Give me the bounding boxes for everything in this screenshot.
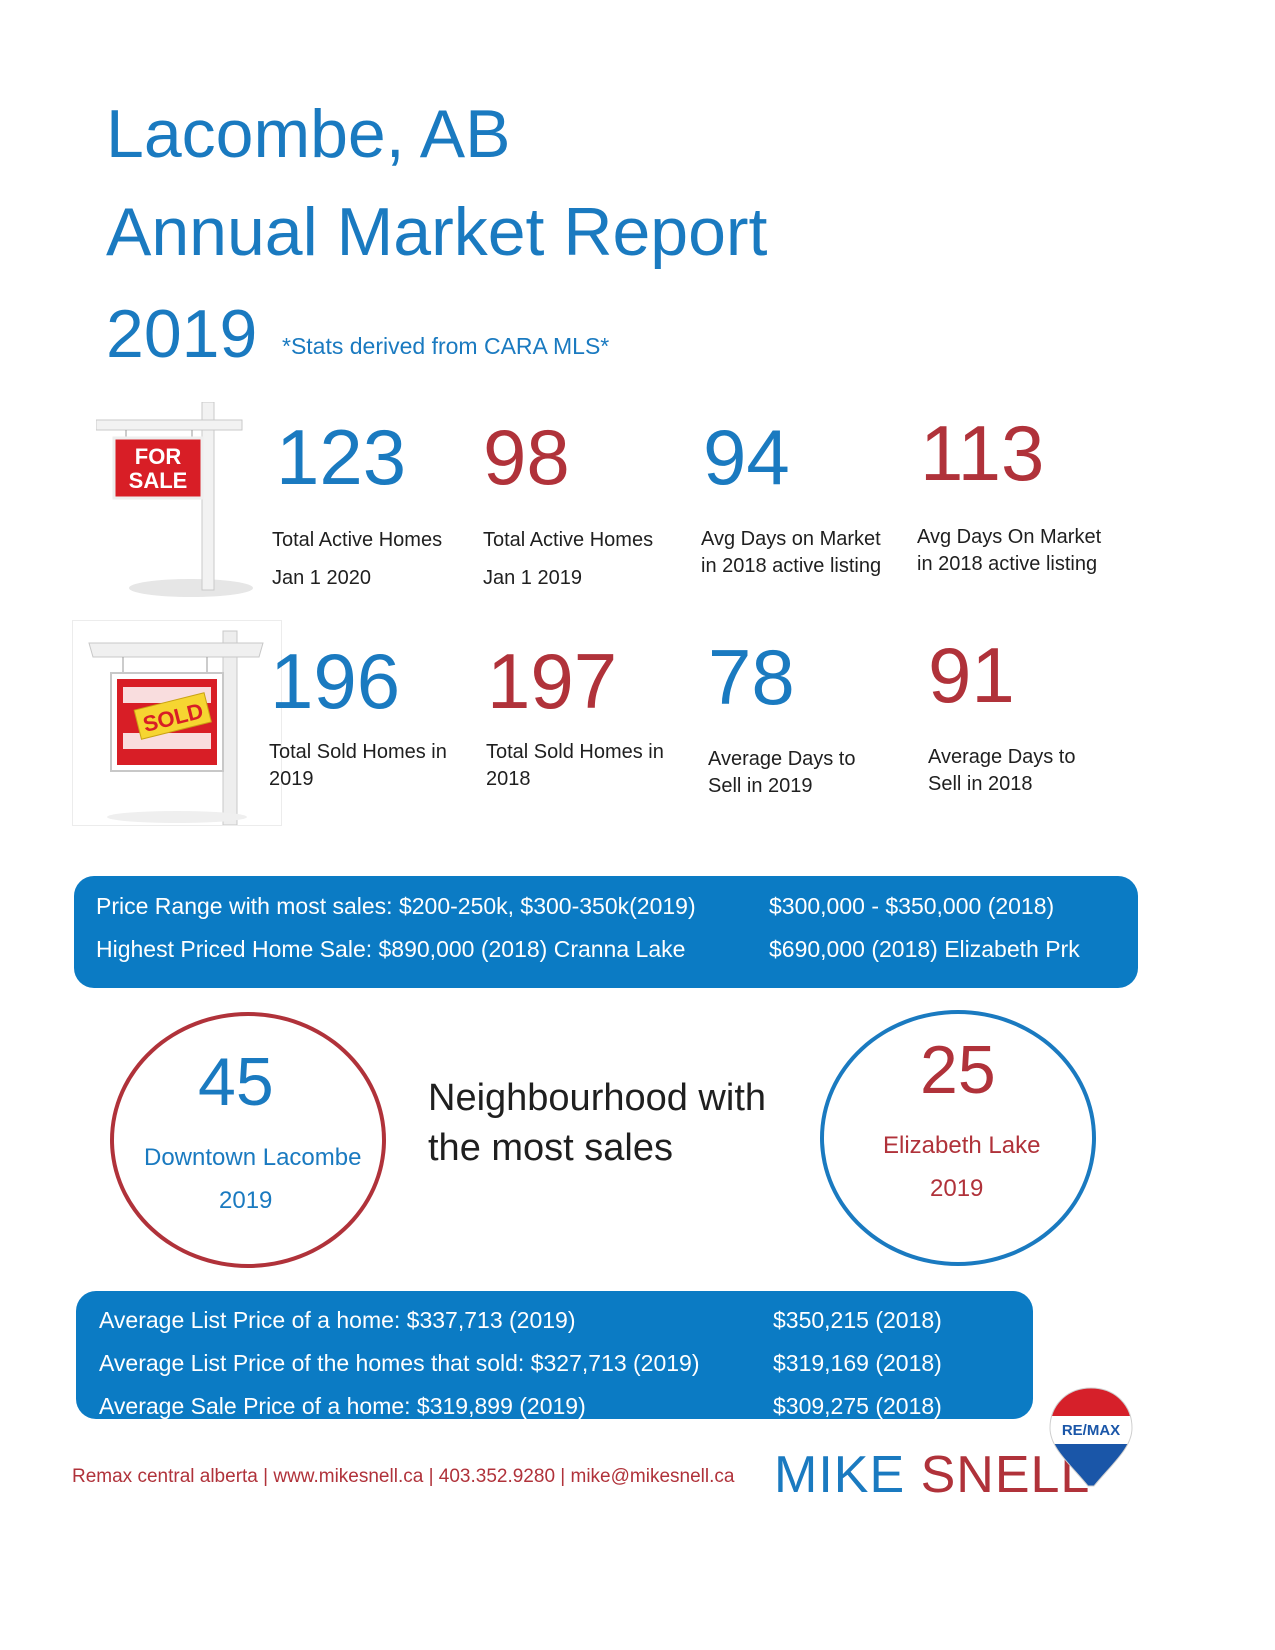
remax-logo-text: RE/MAX [1062, 1422, 1120, 1439]
price-range-2019: Price Range with most sales: $200-250k, … [96, 893, 696, 919]
stat-label-line: Average Days to [928, 746, 1076, 768]
stat-avg-dom-red-label: Avg Days On Market in 2018 active listin… [917, 524, 1127, 578]
stat-sold-2018-label: Total Sold Homes in 2018 [486, 739, 696, 793]
avg-sold-list-price-2018: $319,169 (2018) [773, 1350, 942, 1376]
stats-source-note: *Stats derived from CARA MLS* [282, 333, 610, 359]
neighbourhood-heading-line: the most sales [428, 1127, 673, 1169]
stat-days-sell-2019-label: Average Days to Sell in 2019 [708, 746, 918, 800]
sold-sign-image: SOLD [72, 620, 282, 826]
avg-sale-price-2018: $309,275 (2018) [773, 1393, 942, 1419]
stat-days-sell-2019-value: 78 [708, 633, 795, 721]
price-range-2018: $300,000 - $350,000 (2018) [769, 893, 1055, 919]
highest-sale-2019: Highest Priced Home Sale: $890,000 (2018… [96, 936, 686, 962]
stat-label-line: Total Sold Homes in [269, 741, 447, 763]
page-title-year: 2019 [106, 296, 258, 372]
for-sale-sign-bottom-text: SALE [129, 468, 188, 493]
stat-label-line: Total Sold Homes in [486, 741, 664, 763]
neighbourhood-heading-line: Neighbourhood with [428, 1077, 767, 1119]
stat-active-2020-label: Total Active Homes Jan 1 2020 [272, 527, 482, 592]
stat-label-line: Sell in 2018 [928, 773, 1033, 795]
for-sale-sign-image: FOR SALE [95, 401, 256, 602]
stat-label-line: in 2018 active listing [701, 555, 882, 577]
stat-label-line: Total Active Homes [483, 529, 654, 551]
highest-sale-2018: $690,000 (2018) Elizabeth Prk [769, 936, 1080, 962]
stat-days-sell-2018-value: 91 [928, 631, 1015, 719]
neighbourhood-left-name: Downtown Lacombe [144, 1144, 362, 1171]
stat-active-2020-value: 123 [276, 413, 407, 501]
agent-name: MIKE SNELL [774, 1445, 1090, 1505]
stat-days-sell-2018-label: Average Days to Sell in 2018 [928, 744, 1138, 798]
remax-balloon-logo: RE/MAX [1048, 1386, 1134, 1492]
avg-sold-list-price-2019: Average List Price of the homes that sol… [99, 1350, 700, 1376]
for-sale-sign-top-text: FOR [135, 444, 182, 469]
stat-avg-dom-blue-label: Avg Days on Market in 2018 active listin… [701, 526, 911, 580]
stat-label-line: Average Days to [708, 748, 856, 770]
footer-contact: Remax central alberta | www.mikesnell.ca… [72, 1466, 735, 1487]
neighbourhood-left-value: 45 [198, 1044, 274, 1120]
neighbourhood-right-circle [820, 1010, 1096, 1266]
stat-label-line: Total Active Homes [272, 529, 443, 551]
stat-sold-2019-label: Total Sold Homes in 2019 [269, 739, 479, 793]
avg-list-price-2019: Average List Price of a home: $337,713 (… [99, 1307, 576, 1333]
stat-sold-2019-value: 196 [270, 637, 401, 725]
neighbourhood-right-year: 2019 [930, 1175, 984, 1202]
neighbourhood-heading: Neighbourhood with the most sales [428, 1073, 766, 1173]
stat-label-line: in 2018 active listing [917, 553, 1098, 575]
stat-label-line: Sell in 2019 [708, 775, 813, 797]
neighbourhood-right-value: 25 [920, 1032, 996, 1108]
price-range-panel: Price Range with most sales: $200-250k, … [74, 876, 1138, 988]
page-title-report: Annual Market Report [106, 194, 768, 270]
agent-last-name: SNELL [920, 1446, 1091, 1504]
stat-label-line: Jan 1 2020 [272, 567, 371, 589]
stat-label-line: 2019 [269, 768, 314, 790]
average-price-panel: Average List Price of a home: $337,713 (… [76, 1291, 1033, 1419]
page-title-city: Lacombe, AB [106, 96, 511, 172]
stat-label-line: Avg Days On Market [917, 526, 1102, 548]
stat-label-line: 2018 [486, 768, 531, 790]
stat-sold-2018-value: 197 [487, 637, 618, 725]
neighbourhood-right-name: Elizabeth Lake [883, 1132, 1041, 1159]
stat-avg-dom-red-value: 113 [920, 409, 1045, 497]
agent-first-name: MIKE [774, 1446, 906, 1504]
avg-sale-price-2019: Average Sale Price of a home: $319,899 (… [99, 1393, 586, 1419]
neighbourhood-left-year: 2019 [219, 1187, 273, 1214]
stat-active-2019-value: 98 [483, 413, 570, 501]
avg-list-price-2018: $350,215 (2018) [773, 1307, 942, 1333]
neighbourhood-left-circle [110, 1012, 386, 1268]
stat-avg-dom-blue-value: 94 [703, 413, 790, 501]
stat-label-line: Avg Days on Market [701, 528, 881, 550]
stat-active-2019-label: Total Active Homes Jan 1 2019 [483, 527, 693, 592]
stat-label-line: Jan 1 2019 [483, 567, 582, 589]
